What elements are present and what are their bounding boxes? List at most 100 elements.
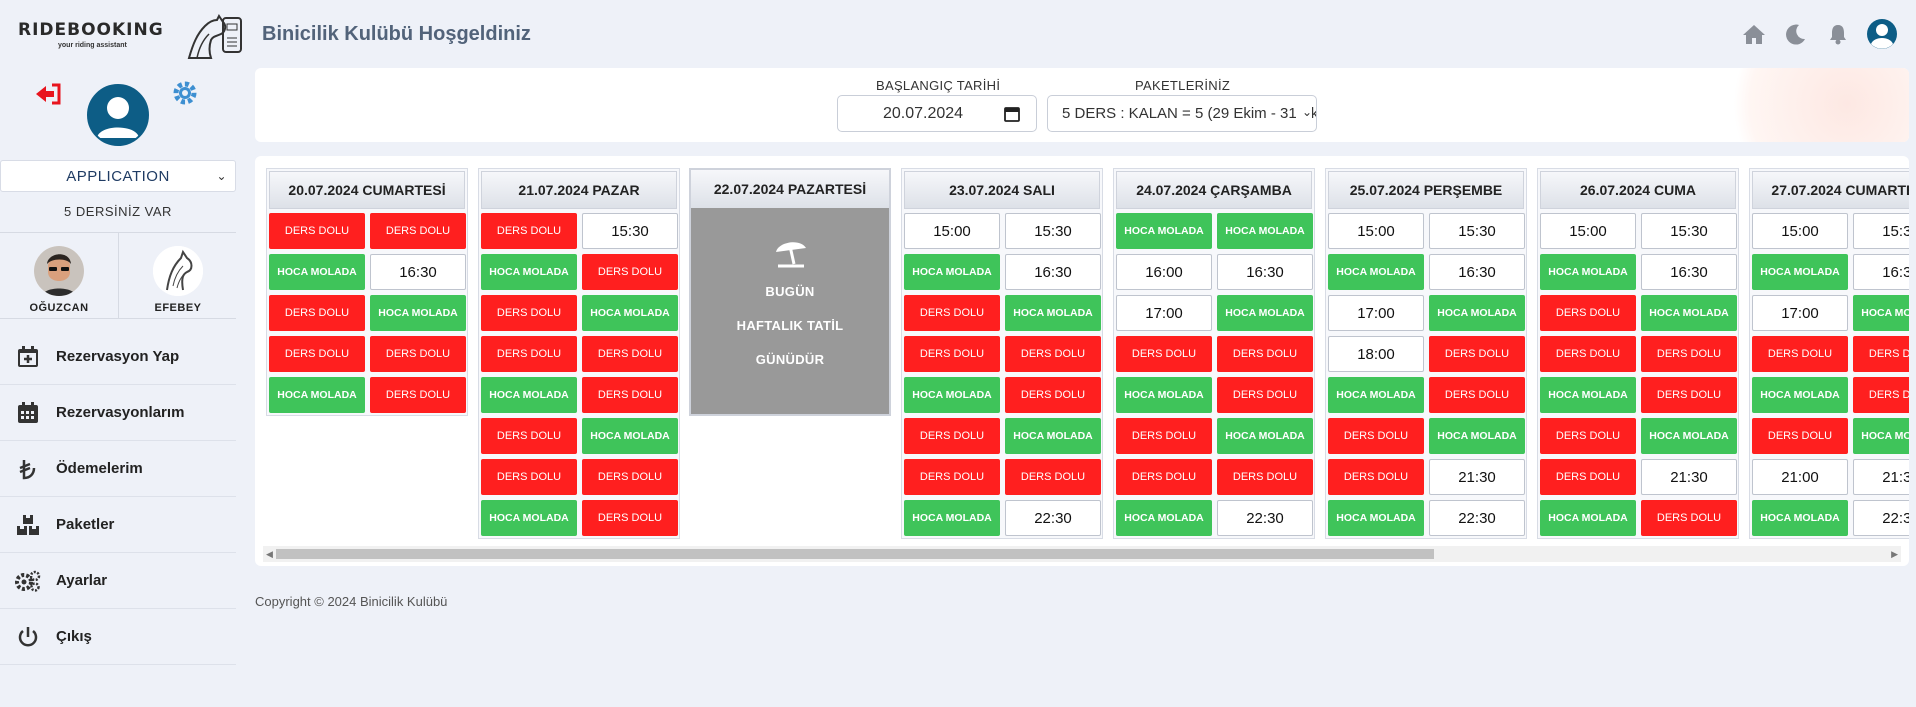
home-icon[interactable]: [1740, 20, 1768, 48]
day-header: 20.07.2024 CUMARTESİ: [269, 171, 465, 209]
day-column: 20.07.2024 CUMARTESİ DERS DOLU DERS DOLU HO…: [266, 168, 468, 416]
time-slot-button[interactable]: 22:30: [1005, 500, 1101, 536]
time-slot-button[interactable]: 15:30: [1853, 213, 1909, 249]
chevron-down-icon: ⌄: [1299, 105, 1312, 119]
slot-full-badge: DERS DOLU: [1005, 459, 1101, 495]
brand-name: RIDEBOOKING: [18, 20, 164, 40]
slot-grid: HOCA MOLADA HOCA MOLADA 16:00 16:30 17:00 HOC…: [1116, 209, 1313, 536]
menu-item-cikis[interactable]: Çıkış: [0, 609, 236, 665]
time-slot-button[interactable]: 17:00: [1328, 295, 1424, 331]
slot-full-badge: DERS DOLU: [1217, 459, 1313, 495]
time-slot-button[interactable]: 15:30: [1641, 213, 1737, 249]
time-slot-button[interactable]: 16:30: [1429, 254, 1525, 290]
scroll-left-icon[interactable]: ◀: [266, 549, 273, 559]
time-slot-button[interactable]: 17:00: [1752, 295, 1848, 331]
menu-item-rezervasyon-yap[interactable]: Rezervasyon Yap: [0, 329, 236, 385]
time-slot-button[interactable]: 15:00: [1540, 213, 1636, 249]
time-slot-button[interactable]: 16:30: [1641, 254, 1737, 290]
menu-label: Çıkış: [56, 628, 92, 645]
horizontal-scrollbar[interactable]: ◀ ▶: [263, 546, 1901, 562]
slot-break-badge: HOCA MOLADA: [1429, 295, 1525, 331]
slot-break-badge: HOCA MOLADA: [1116, 500, 1212, 536]
time-slot-button[interactable]: 16:30: [1005, 254, 1101, 290]
menu-item-ayarlar[interactable]: Ayarlar: [0, 553, 236, 609]
beach-umbrella-icon: [691, 238, 889, 275]
scrollbar-thumb[interactable]: [276, 549, 1434, 559]
time-slot-button[interactable]: 16:00: [1116, 254, 1212, 290]
time-slot-button[interactable]: 16:30: [1853, 254, 1909, 290]
time-slot-button[interactable]: 15:30: [1005, 213, 1101, 249]
slot-full-badge: DERS DOLU: [1116, 336, 1212, 372]
menu-item-rezervasyonlarim[interactable]: Rezervasyonlarım: [0, 385, 236, 441]
copyright: Copyright © 2024 Binicilik Kulübü: [255, 594, 448, 609]
user-account-icon[interactable]: [1866, 18, 1898, 50]
person-card-efebey[interactable]: EFEBEY: [119, 246, 237, 314]
slot-break-badge: HOCA MOLADA: [481, 500, 577, 536]
bell-icon[interactable]: [1824, 20, 1852, 48]
person-card-oguzcan[interactable]: OĞUZCAN: [0, 246, 118, 314]
day-column: 24.07.2024 ÇARŞAMBA HOCA MOLADA HOCA MOLAD…: [1113, 168, 1315, 539]
time-slot-button[interactable]: 18:00: [1328, 336, 1424, 372]
time-slot-button[interactable]: 15:00: [904, 213, 1000, 249]
power-icon: [0, 626, 56, 648]
slot-full-badge: DERS DOLU: [1005, 377, 1101, 413]
slot-break-badge: HOCA MOLADA: [904, 377, 1000, 413]
time-slot-button[interactable]: 21:30: [1853, 459, 1909, 495]
time-slot-button[interactable]: 22:30: [1217, 500, 1313, 536]
time-slot-button[interactable]: 21:30: [1429, 459, 1525, 495]
application-select[interactable]: APPLICATION ⌄: [0, 160, 236, 192]
time-slot-button[interactable]: 16:30: [1217, 254, 1313, 290]
packages-select[interactable]: 5 DERS : KALAN = 5 (29 Ekim - 31 Ekim) ⌄: [1047, 95, 1317, 132]
day-column: 25.07.2024 PERŞEMBE 15:00 15:30 HOCA MOLADA…: [1325, 168, 1527, 539]
slot-full-badge: DERS DOLU: [1752, 418, 1848, 454]
time-slot-button[interactable]: 22:30: [1853, 500, 1909, 536]
slot-full-badge: DERS DOLU: [1429, 336, 1525, 372]
slot-full-badge: DERS DOLU: [481, 336, 577, 372]
time-slot-button[interactable]: 21:30: [1641, 459, 1737, 495]
time-slot-button[interactable]: 22:30: [1429, 500, 1525, 536]
schedule-card: 20.07.2024 CUMARTESİ DERS DOLU DERS DOLU HO…: [255, 156, 1909, 566]
slot-full-badge: DERS DOLU: [1641, 500, 1737, 536]
slot-full-badge: DERS DOLU: [582, 459, 678, 495]
profile-avatar[interactable]: [87, 84, 149, 146]
slot-break-badge: HOCA MOLADA: [1540, 500, 1636, 536]
slot-full-badge: DERS DOLU: [481, 418, 577, 454]
holiday-text: GÜNÜDÜR: [755, 352, 825, 367]
horse-logo-icon: [187, 14, 242, 59]
time-slot-button[interactable]: 15:30: [1429, 213, 1525, 249]
start-date-input[interactable]: 20.07.2024: [837, 95, 1037, 132]
time-slot-button[interactable]: 17:00: [1116, 295, 1212, 331]
time-slot-button[interactable]: 21:00: [1752, 459, 1848, 495]
slot-break-badge: HOCA MOLADA: [1328, 377, 1424, 413]
menu-item-paketler[interactable]: Paketler: [0, 497, 236, 553]
calendar-picker-icon[interactable]: [1004, 106, 1020, 122]
packages-label: PAKETLERİNİZ: [1135, 78, 1231, 93]
settings-gear-icon[interactable]: [172, 80, 198, 106]
slot-full-badge: DERS DOLU: [904, 336, 1000, 372]
person-name: OĞUZCAN: [29, 302, 89, 314]
slot-full-badge: DERS DOLU: [1116, 418, 1212, 454]
divider: [0, 318, 236, 319]
time-slot-button[interactable]: 15:30: [582, 213, 678, 249]
slot-break-badge: HOCA MOLADA: [269, 377, 365, 413]
slot-full-badge: DERS DOLU: [1429, 377, 1525, 413]
time-slot-button[interactable]: 15:00: [1752, 213, 1848, 249]
time-slot-button[interactable]: 16:30: [370, 254, 466, 290]
slot-break-badge: HOCA MOLADA: [481, 254, 577, 290]
slot-grid: 15:00 15:30 HOCA MOLADA 16:30 DERS DOLU HOCA …: [1540, 209, 1737, 536]
person-avatar: [34, 246, 84, 296]
slot-full-badge: DERS DOLU: [1853, 377, 1909, 413]
scroll-right-icon[interactable]: ▶: [1891, 549, 1898, 559]
moon-icon[interactable]: [1782, 20, 1810, 48]
start-date-value: 20.07.2024: [883, 104, 964, 122]
day-header: 26.07.2024 CUMA: [1540, 171, 1736, 209]
time-slot-button[interactable]: 15:00: [1328, 213, 1424, 249]
menu-item-odemelerim[interactable]: Ödemelerim: [0, 441, 236, 497]
slot-full-badge: DERS DOLU: [1116, 459, 1212, 495]
logout-icon[interactable]: [34, 82, 62, 106]
slot-full-badge: DERS DOLU: [904, 418, 1000, 454]
sidebar: RIDEBOOKING your riding assistant APPLIC…: [0, 0, 242, 707]
brand-logo[interactable]: RIDEBOOKING your riding assistant: [18, 14, 248, 62]
